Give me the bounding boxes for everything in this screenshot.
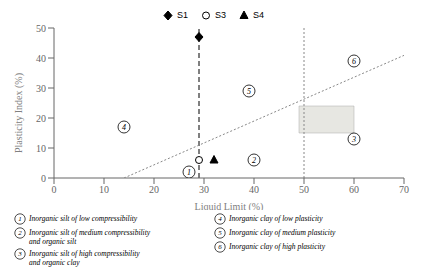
svg-text:30: 30	[36, 83, 46, 94]
svg-text:2: 2	[18, 229, 22, 237]
svg-text:5: 5	[218, 229, 222, 237]
svg-text:60: 60	[349, 184, 359, 195]
svg-text:1: 1	[18, 215, 22, 223]
svg-text:2: 2	[252, 156, 256, 165]
svg-text:10: 10	[99, 184, 109, 195]
html-text:Inorganic clay of low plastici: Inorganic clay of low plasticity	[229, 214, 323, 223]
html-text:S4: S4	[253, 10, 264, 20]
svg-text:3: 3	[17, 250, 22, 258]
svg-text:70: 70	[399, 184, 409, 195]
svg-text:Plasticity Index (%): Plasticity Index (%)	[13, 73, 25, 153]
svg-text:4: 4	[122, 123, 126, 132]
html-text:and organic clay: and organic clay	[29, 258, 80, 267]
html-text:Inorganic silt of low compress: Inorganic silt of low compressibility	[29, 214, 138, 223]
svg-text:3: 3	[351, 135, 356, 144]
html-text:Inorganic clay of medium plast: Inorganic clay of medium plasticity	[229, 228, 336, 237]
svg-text:20: 20	[36, 113, 46, 124]
svg-text:5: 5	[247, 87, 251, 96]
svg-text:40: 40	[36, 53, 46, 64]
svg-text:Liquid Limit (%): Liquid Limit (%)	[195, 201, 264, 210]
svg-text:0: 0	[52, 184, 57, 195]
svg-text:10: 10	[36, 143, 46, 154]
svg-text:50: 50	[299, 184, 309, 195]
svg-text:50: 50	[36, 23, 46, 34]
svg-text:0: 0	[41, 173, 46, 184]
svg-text:30: 30	[199, 184, 209, 195]
html-text:Inorganic clay of high plastic: Inorganic clay of high plasticity	[229, 242, 325, 251]
html-text:and organic silt: and organic silt	[29, 237, 77, 246]
html-text:S3: S3	[215, 10, 226, 20]
svg-text:40: 40	[249, 184, 259, 195]
html-text:Inorganic silt of medium compr: Inorganic silt of medium compressibility	[29, 228, 151, 237]
svg-text:1: 1	[187, 168, 191, 177]
html-text:S1: S1	[177, 10, 188, 20]
svg-text:6: 6	[352, 57, 356, 66]
html-text:Inorganic silt of high compres: Inorganic silt of high compressibility	[29, 249, 140, 258]
svg-text:6: 6	[218, 243, 222, 251]
svg-text:20: 20	[149, 184, 159, 195]
svg-text:4: 4	[218, 215, 222, 223]
